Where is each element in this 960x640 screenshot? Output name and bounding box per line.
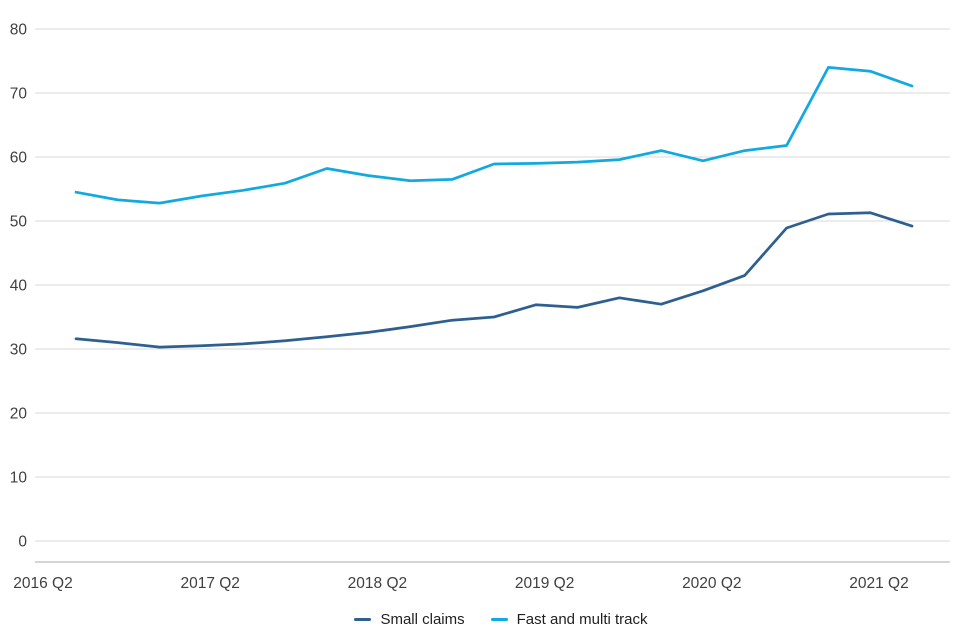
series-line-small-claims <box>74 211 914 349</box>
legend-swatch-fast-and-multi-track <box>490 617 508 621</box>
x-tick-label: 2019 Q2 <box>515 575 574 592</box>
y-tick-label: 30 <box>10 341 28 358</box>
legend-item-fast-and-multi-track[interactable]: Fast and multi track <box>490 610 648 628</box>
y-tick-label: 60 <box>10 149 28 166</box>
legend-swatch-small-claims <box>354 617 372 621</box>
chart-canvas: 0 10 20 30 40 50 60 70 80 2016 Q2 2017 Q2 2018 Q2 20… <box>0 0 960 604</box>
y-tick-label: 0 <box>18 533 27 550</box>
y-tick-label: 80 <box>10 21 28 38</box>
chart-legend: Small claims Fast and multi track <box>0 605 960 633</box>
legend-item-small-claims[interactable]: Small claims <box>354 610 465 628</box>
series-line-fast-and-multi-track <box>74 66 914 205</box>
legend-label-small-claims: Small claims <box>380 610 465 628</box>
x-tick-label: 2017 Q2 <box>180 575 239 592</box>
x-tick-label: 2016 Q2 <box>13 575 72 592</box>
x-tick-label: 2021 Q2 <box>849 575 908 592</box>
y-tick-label: 50 <box>10 213 28 230</box>
x-tick-label: 2018 Q2 <box>348 575 407 592</box>
y-tick-label: 70 <box>10 85 28 102</box>
y-tick-label: 40 <box>10 277 28 294</box>
legend-label-fast-and-multi-track: Fast and multi track <box>516 610 648 628</box>
x-tick-label: 2020 Q2 <box>682 575 741 592</box>
y-tick-label: 10 <box>10 469 28 486</box>
y-tick-label: 20 <box>10 405 28 422</box>
chart-background <box>0 0 960 604</box>
